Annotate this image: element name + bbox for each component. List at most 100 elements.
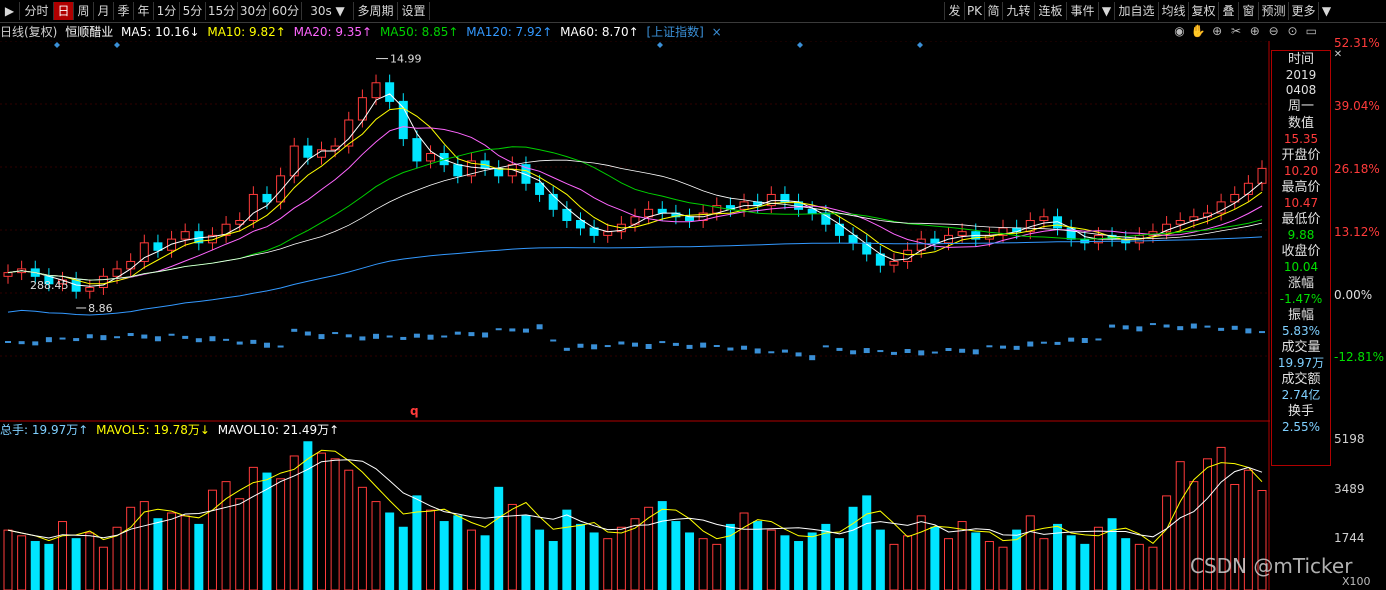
ma20-line [7, 126, 1263, 281]
toolbar-lianban-button[interactable]: 连板 [1034, 2, 1066, 20]
volume-bar [807, 532, 817, 590]
volume-bar [44, 543, 54, 590]
index-overlay-candle [904, 348, 911, 353]
toolbar-nian-button[interactable]: 年 [134, 2, 154, 20]
toolbar: ▶ 分时日周月季年 1分 5分 15分 30分 60分 30s ▼ 多周期 设置 发 PK 简九转 连板事… [0, 0, 1386, 23]
volume-bar [1134, 543, 1144, 590]
index-overlay-candle [1190, 323, 1197, 329]
expand-icon[interactable]: ▭ [1305, 24, 1317, 38]
toolbar-s30-button[interactable]: 30s ▼ [302, 2, 354, 20]
scissors-icon[interactable]: ✂ [1230, 24, 1242, 38]
index-low-label: 288.45 [30, 279, 69, 292]
candle-body [575, 220, 585, 229]
toolbar-m15-button[interactable]: 15分 [206, 2, 238, 20]
toolbar-shijian-button[interactable]: 事件 [1066, 2, 1098, 20]
index-overlay-candle [918, 350, 925, 356]
candle-body [562, 208, 572, 221]
toolbar-dd-button[interactable]: ▼ [1098, 2, 1114, 20]
index-overlay-candle [427, 334, 434, 340]
index-overlay-candle [713, 344, 720, 347]
toolbar-m5-button[interactable]: 5分 [180, 2, 206, 20]
zoom-out-icon[interactable]: ⊖ [1268, 24, 1279, 38]
toolbar-jiuzhuan-button[interactable]: 九转 [1002, 2, 1034, 20]
toolbar-yuce-button[interactable]: 预测 [1258, 2, 1288, 20]
ma-legend: 日线(复权) 恒顺醋业 MA5: 10.16↓ MA10: 9.82↑ MA20… [0, 23, 726, 41]
index-overlay-candle [1245, 328, 1252, 334]
info-label: 成交额 [1281, 372, 1321, 387]
toolbar-chuang-button[interactable]: 窗 [1238, 2, 1258, 20]
candle-body [1202, 212, 1212, 218]
toolbar-arrow-button[interactable]: ▼ [1318, 2, 1334, 20]
volume-bar [1121, 538, 1131, 590]
toolbar-gengduo-button[interactable]: 更多 [1288, 2, 1318, 20]
index-overlay-candle [577, 343, 584, 348]
volume-bar [984, 541, 994, 590]
index-overlay-candle [345, 334, 352, 338]
toolbar-fuquan-button[interactable]: 复权 [1188, 2, 1218, 20]
toolbar-shezhi-button[interactable]: 设置 [398, 2, 430, 20]
toolbar-yue-button[interactable]: 月 [94, 2, 114, 20]
event-diamond [657, 42, 663, 48]
chart-kind-label[interactable]: 日线(复权) [0, 25, 58, 39]
candle-body [289, 145, 299, 177]
toolbar-duozhouqi-button[interactable]: 多周期 [354, 2, 398, 20]
toolbar-die-button[interactable]: 叠 [1218, 2, 1238, 20]
index-overlay-candle [359, 336, 366, 341]
index-overlay-candle [1163, 324, 1170, 328]
index-overlay-candle [550, 339, 557, 342]
stock-name: 恒顺醋业 [65, 25, 114, 39]
index-overlay-candle [890, 351, 897, 355]
index-overlay-candle [795, 352, 802, 357]
pct-axis-label: 39.04% [1334, 99, 1380, 113]
index-overlay-candle [1177, 326, 1184, 331]
toolbar-m1-button[interactable]: 1分 [154, 2, 180, 20]
volume-bar [167, 512, 177, 590]
download-icon[interactable]: ⊙ [1287, 24, 1298, 38]
volume-bar [153, 518, 163, 590]
pct-axis-label: 26.18% [1334, 162, 1380, 176]
kline-chart[interactable]: 14.99 8.86 288.45 q [0, 41, 1270, 590]
toolbar-pk-button[interactable]: PK [964, 2, 984, 20]
candle-body [139, 242, 149, 262]
toolbar-m30-button[interactable]: 30分 [238, 2, 270, 20]
volume-bar [685, 532, 695, 590]
volume-bar [180, 515, 190, 590]
toolbar-menu-button[interactable]: ▶ [0, 2, 20, 20]
pct-axis-label: 52.31% [1334, 36, 1380, 50]
toolbar-zhou-button[interactable]: 周 [74, 2, 94, 20]
close-icon[interactable]: ✕ [1333, 49, 1343, 60]
index-overlay-candle [318, 334, 325, 340]
info-value: 10.04 [1283, 260, 1319, 274]
volume-bar [644, 506, 654, 590]
zoom-in-icon[interactable]: ⊕ [1249, 24, 1260, 38]
ma5-line [7, 93, 1263, 287]
volume-bar [957, 521, 967, 590]
candle-body [180, 231, 190, 240]
candle-body [167, 238, 177, 251]
index-overlay-candle [659, 341, 666, 344]
index-overlay-candle [1231, 325, 1238, 330]
index-overlay-candle [509, 328, 516, 332]
event-diamond [54, 42, 60, 48]
hand-icon[interactable]: ✋ [1190, 24, 1206, 38]
eye-icon[interactable]: ◉ [1174, 24, 1185, 38]
close-overlay-icon[interactable]: × [711, 25, 722, 39]
marker-icon[interactable]: ⊕ [1212, 24, 1223, 38]
candle-body [426, 153, 436, 162]
info-value: 0408 [1285, 83, 1317, 97]
index-overlay-candle [522, 328, 529, 333]
toolbar-ri-button[interactable]: 日 [54, 2, 74, 20]
toolbar-junxian-button[interactable]: 均线 [1158, 2, 1188, 20]
toolbar-m60-button[interactable]: 60分 [270, 2, 302, 20]
volume-bar [1053, 523, 1063, 590]
toolbar-ji-button[interactable]: 季 [114, 2, 134, 20]
toolbar-jian-button[interactable]: 简 [984, 2, 1002, 20]
volume-bar [753, 521, 763, 590]
index-overlay-candle [154, 336, 161, 342]
volume-bar [207, 489, 217, 590]
index-overlay-label[interactable]: [上证指数] [646, 25, 704, 39]
toolbar-jiazixuan-button[interactable]: 加自选 [1114, 2, 1158, 20]
toolbar-fenshi-button[interactable]: 分时 [20, 2, 54, 20]
index-overlay-candle [1040, 341, 1047, 344]
toolbar-fa-button[interactable]: 发 [944, 2, 964, 20]
